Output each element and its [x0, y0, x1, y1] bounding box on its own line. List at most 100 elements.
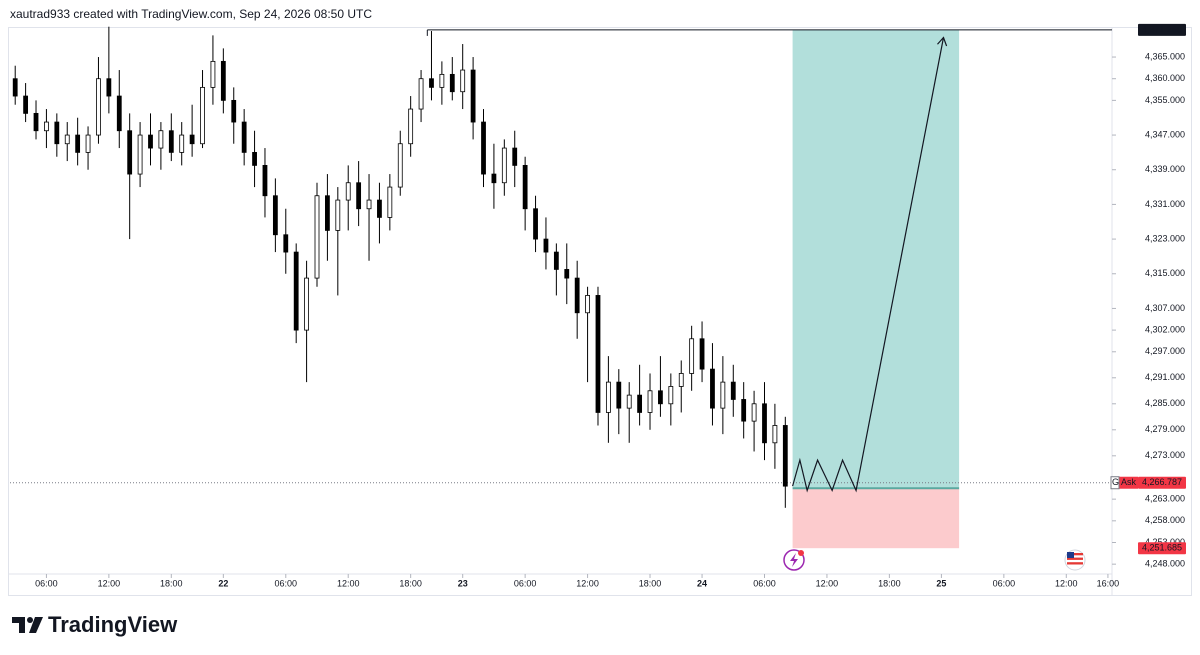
candle-body — [543, 238, 549, 253]
candle-body — [54, 121, 60, 145]
candle-body — [75, 134, 81, 153]
candle-body — [699, 338, 705, 370]
candle-body — [293, 251, 299, 331]
plot-area — [10, 26, 1112, 549]
header-text: xautrad933 created with TradingView.com,… — [10, 7, 372, 21]
y-tick-label: 4,279.000 — [1145, 424, 1185, 434]
candle-body — [408, 108, 414, 145]
brand-name: TradingView — [48, 612, 178, 637]
x-tick-label: 25 — [936, 578, 946, 588]
candle-body — [616, 381, 622, 409]
candle-body — [730, 381, 736, 400]
y-tick-label: 4,291.000 — [1145, 372, 1185, 382]
candle-body — [325, 195, 330, 231]
ask-tag-bg — [1110, 476, 1120, 490]
projection-path — [792, 37, 945, 493]
candle-body — [44, 121, 49, 132]
ask-tag: G — [1112, 477, 1119, 487]
candle-body — [345, 182, 351, 201]
ask-price-label: 4,266.787 — [1142, 477, 1182, 487]
candle-body — [252, 151, 257, 166]
candle-body — [720, 381, 726, 409]
profit-zone — [792, 29, 960, 489]
candle-body — [304, 277, 309, 331]
x-tick-label: 12:00 — [576, 578, 599, 588]
y-tick-label: 4,297.000 — [1145, 346, 1185, 356]
y-tick-label: 4,248.000 — [1145, 559, 1185, 569]
candle-body — [210, 60, 216, 88]
candle-body — [387, 186, 393, 218]
loss-zone — [792, 488, 960, 549]
y-tick-label: 4,285.000 — [1145, 398, 1185, 408]
candle-body — [272, 195, 278, 236]
candle-body — [491, 173, 497, 184]
y-tick-label: 4,323.000 — [1145, 233, 1185, 243]
candle-body — [595, 295, 601, 413]
x-tick-label: 12:00 — [98, 578, 121, 588]
candle-body — [12, 78, 18, 97]
x-tick-label: 24 — [697, 578, 707, 588]
y-tick-label: 4,355.000 — [1145, 95, 1185, 105]
y-tick-label: 4,253.000 — [1145, 537, 1185, 547]
x-tick-label: 23 — [458, 578, 468, 588]
event-icon — [783, 549, 805, 571]
candle-body — [220, 60, 226, 101]
candle-body — [772, 425, 778, 444]
flag-icon — [1064, 549, 1086, 571]
candle-body — [158, 130, 164, 149]
projection-arrowhead — [937, 36, 948, 47]
candle-body — [314, 195, 320, 279]
candle-body — [356, 182, 362, 210]
candle-body — [647, 390, 653, 413]
candle-body — [429, 78, 434, 88]
x-tick-label: 18:00 — [160, 578, 183, 588]
chart-frame — [8, 27, 1192, 596]
y-tick-label: 4,360.000 — [1145, 73, 1185, 83]
candle-body — [377, 199, 382, 218]
candle-body — [231, 99, 237, 123]
x-tick-label: 06:00 — [514, 578, 537, 588]
candle-body — [533, 208, 538, 240]
candle-body — [585, 295, 590, 314]
candle-body — [522, 165, 528, 210]
x-tick-label: 18:00 — [878, 578, 901, 588]
ask-badge-bg — [1118, 476, 1138, 489]
target-price-label: 4,371.260 — [1142, 24, 1182, 34]
candle-body — [512, 147, 518, 166]
candle-body — [96, 78, 101, 136]
candle-body — [241, 121, 247, 153]
candle-body — [460, 69, 466, 93]
x-tick-label: 18:00 — [639, 578, 662, 588]
stop-price-label: 4,251.685 — [1142, 543, 1182, 553]
y-tick-label: 4,331.000 — [1145, 199, 1185, 209]
candle-body — [85, 134, 91, 153]
candle-body — [553, 251, 559, 270]
x-tick-label: 12:00 — [1055, 578, 1078, 588]
candle-body — [710, 368, 715, 409]
candle-body — [741, 399, 747, 422]
ask-price-label-bg — [1138, 476, 1186, 489]
stop-price-label-bg — [1138, 542, 1186, 555]
candle-body — [637, 394, 643, 413]
candle-body — [689, 338, 695, 374]
candle-body — [397, 143, 403, 188]
candle-body — [564, 269, 570, 279]
y-tick-label: 4,258.000 — [1145, 515, 1185, 525]
y-tick-label: 4,339.000 — [1145, 164, 1185, 174]
candle-body — [470, 69, 476, 123]
candle-body — [678, 373, 684, 387]
y-tick-label: 4,263.000 — [1145, 494, 1185, 504]
y-tick-label: 4,347.000 — [1145, 129, 1185, 139]
candle-body — [605, 381, 611, 413]
candle-body — [64, 134, 70, 145]
x-tick-label: 22 — [218, 578, 228, 588]
target-price-label-bg — [1138, 23, 1186, 36]
x-tick-label: 06:00 — [993, 578, 1016, 588]
x-tick-label: 16:00 — [1097, 578, 1120, 588]
candle-body — [262, 165, 268, 197]
y-tick-label: 4,302.000 — [1145, 324, 1185, 334]
x-tick-label: 12:00 — [337, 578, 360, 588]
candle-body — [127, 130, 133, 175]
candle-body — [283, 234, 289, 253]
